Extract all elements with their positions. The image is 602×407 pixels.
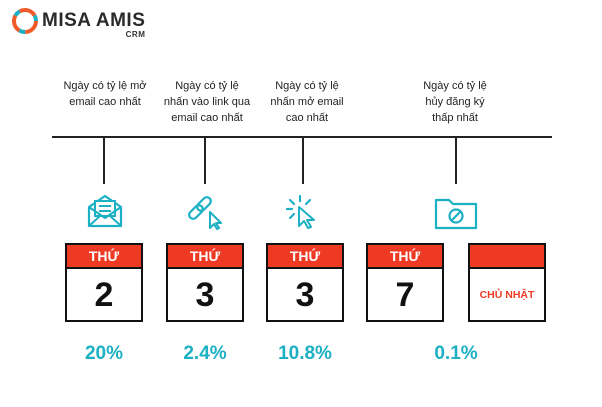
- timeline-tick: [455, 137, 457, 184]
- calendar-tuesday-a: THỨ 3: [166, 243, 244, 322]
- calendar-day-number: 7: [395, 276, 415, 314]
- caption-open-rate: Ngày có tỷ lệ mở email cao nhất: [40, 78, 170, 110]
- calendar-sunday: CHỦ NHẬT: [468, 243, 546, 322]
- calendar-day-label: CHỦ NHẬT: [479, 289, 535, 301]
- caption-click-open-rate: Ngày có tỷ lệ nhấn mở email cao nhất: [258, 78, 356, 126]
- envelope-open-icon: [87, 194, 123, 228]
- calendar-header: THỨ: [268, 245, 342, 269]
- percentage-value: 0.1%: [434, 343, 478, 364]
- brand-logo: MISA AMIS CRM: [12, 8, 145, 39]
- caption-text: Ngày có tỷ lệ nhấn vào link qua email ca…: [163, 80, 251, 124]
- calendar-day-number: 2: [94, 276, 114, 314]
- timeline-tick: [103, 137, 105, 184]
- timeline-tick: [302, 137, 304, 184]
- calendar-tuesday-b: THỨ 3: [266, 243, 344, 322]
- brand-name: MISA AMIS: [42, 10, 146, 31]
- caption-text: Ngày có tỷ lệ mở email cao nhất: [63, 80, 147, 108]
- caption-unsubscribe-rate: Ngày có tỷ lệ hủy đăng ký thấp nhất: [403, 78, 507, 126]
- calendar-monday: THỨ 2: [65, 243, 143, 322]
- link-cursor-icon: [188, 196, 222, 230]
- timeline-tick: [204, 137, 206, 184]
- percentage-value: 20%: [84, 343, 124, 364]
- calendar-saturday: THỨ 7: [366, 243, 444, 322]
- calendar-header: THỨ: [67, 245, 141, 269]
- calendar-header: THỨ: [368, 245, 442, 269]
- calendar-header: THỨ: [168, 245, 242, 269]
- caption-text: Ngày có tỷ lệ nhấn mở email cao nhất: [270, 80, 344, 124]
- caption-text: Ngày có tỷ lệ hủy đăng ký thấp nhất: [423, 80, 487, 124]
- calendar-day-number: 3: [295, 276, 315, 314]
- calendar-day-number: 3: [195, 276, 215, 314]
- percentage-value: 10.8%: [278, 343, 332, 364]
- folder-block-icon: [434, 198, 478, 230]
- percentage-value: 2.4%: [183, 343, 227, 364]
- caption-click-rate: Ngày có tỷ lệ nhấn vào link qua email ca…: [150, 78, 264, 126]
- misa-logo-icon: [12, 8, 38, 34]
- calendar-header: [470, 245, 544, 269]
- brand-sub: CRM: [125, 30, 146, 39]
- click-cursor-icon: [286, 194, 315, 229]
